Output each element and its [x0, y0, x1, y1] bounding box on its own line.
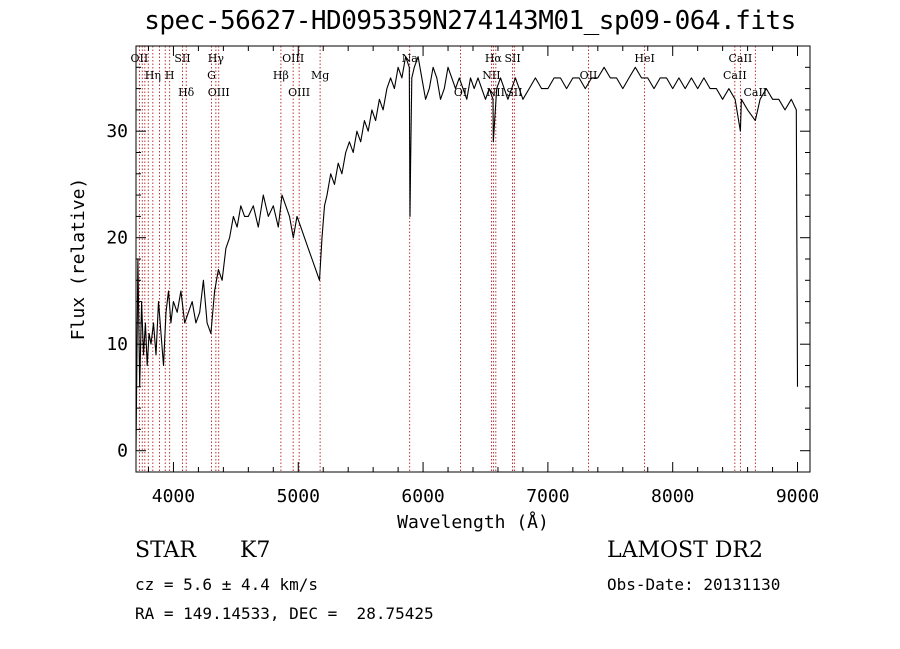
- survey-name: LAMOST DR2: [607, 538, 763, 563]
- line-id-label: CaII: [723, 69, 747, 82]
- y-axis: 0 10 20 30: [106, 66, 810, 462]
- line-id-label: Mg: [311, 69, 329, 82]
- observation-date: Obs-Date: 20131130: [607, 575, 781, 594]
- x-axis: 4000 5000 6000 7000 8000 9000: [147, 46, 819, 507]
- x-tick-label: 7000: [526, 486, 569, 507]
- x-tick-label: 5000: [277, 486, 320, 507]
- series-layer: [135, 56, 799, 451]
- object-subclass: K7: [240, 538, 271, 563]
- line-id-label: HeI: [634, 52, 654, 65]
- line-id-label: Hη: [145, 69, 161, 82]
- plot-frame: [135, 45, 811, 473]
- line-id-label: Hα: [485, 52, 503, 65]
- x-axis-label: Wavelength (Å): [397, 511, 549, 533]
- line-id-label: SII: [506, 86, 522, 99]
- x-tick-label: 4000: [152, 486, 195, 507]
- ra-dec: RA = 149.14533, DEC = 28.75425: [135, 604, 434, 623]
- chart-title: spec-56627-HD095359N274143M01_sp09-064.f…: [144, 6, 796, 36]
- object-class: STAR: [135, 538, 196, 563]
- line-id-label: G: [207, 69, 216, 82]
- line-id-label: Hδ: [178, 86, 195, 99]
- line-id-label: CaII: [743, 86, 767, 99]
- line-id-label: NII: [482, 69, 500, 82]
- y-tick-label: 20: [106, 228, 128, 249]
- line-id-label: Hγ: [208, 52, 225, 65]
- x-tick-label: 8000: [651, 486, 694, 507]
- line-id-label: Na: [402, 52, 419, 65]
- line-id-label: Hβ: [273, 69, 289, 82]
- x-tick-label: 9000: [776, 486, 819, 507]
- y-tick-label: 10: [106, 334, 128, 355]
- line-marker-layer: [138, 46, 756, 472]
- y-tick-label: 30: [106, 121, 128, 142]
- line-id-label: OIII: [208, 86, 230, 99]
- redshift-cz: cz = 5.6 ± 4.4 km/s: [135, 575, 319, 594]
- line-id-label: SII: [504, 52, 520, 65]
- line-id-label: OII: [580, 69, 598, 82]
- x-tick-label: 6000: [401, 486, 444, 507]
- y-tick-label: 0: [117, 441, 128, 462]
- y-axis-label: Flux (relative): [68, 178, 89, 341]
- line-id-label: OIII: [288, 86, 310, 99]
- line-id-label: OIII: [282, 52, 304, 65]
- line-id-label: OII: [131, 52, 149, 65]
- line-id-label: H: [165, 69, 175, 82]
- line-id-label: OI: [454, 86, 467, 99]
- line-id-label: CaII: [729, 52, 753, 65]
- line-id-label: SII: [174, 52, 190, 65]
- spectrum-line: [135, 56, 799, 451]
